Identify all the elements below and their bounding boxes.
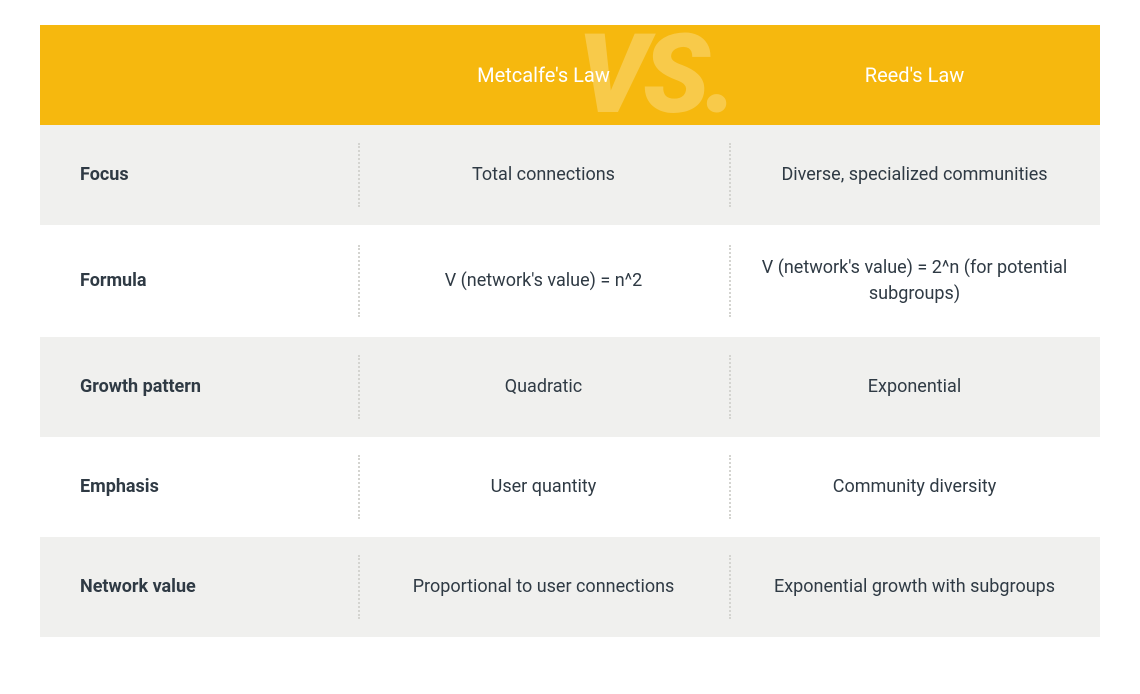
comparison-table: VS. Metcalfe's Law Reed's Law Focus Tota… [40, 25, 1100, 637]
table-row: Emphasis User quantity Community diversi… [40, 437, 1100, 537]
row-label: Network value [40, 537, 358, 637]
row-label: Emphasis [40, 437, 358, 537]
row-cell-a: Total connections [358, 125, 729, 225]
header-label-cell [40, 25, 358, 125]
table-row: Network value Proportional to user conne… [40, 537, 1100, 637]
table-header-row: VS. Metcalfe's Law Reed's Law [40, 25, 1100, 125]
row-label: Formula [40, 225, 358, 337]
row-cell-b: Diverse, specialized communities [729, 125, 1100, 225]
table-row: Growth pattern Quadratic Exponential [40, 337, 1100, 437]
row-cell-a: Quadratic [358, 337, 729, 437]
row-cell-b: Exponential [729, 337, 1100, 437]
header-col-b: Reed's Law [729, 25, 1100, 125]
row-label: Growth pattern [40, 337, 358, 437]
row-cell-a: User quantity [358, 437, 729, 537]
table-row: Formula V (network's value) = n^2 V (net… [40, 225, 1100, 337]
row-cell-b: V (network's value) = 2^n (for potential… [729, 225, 1100, 337]
table-row: Focus Total connections Diverse, special… [40, 125, 1100, 225]
row-cell-b: Community diversity [729, 437, 1100, 537]
row-cell-b: Exponential growth with subgroups [729, 537, 1100, 637]
row-label: Focus [40, 125, 358, 225]
row-cell-a: V (network's value) = n^2 [358, 225, 729, 337]
header-col-a: Metcalfe's Law [358, 25, 729, 125]
row-cell-a: Proportional to user connections [358, 537, 729, 637]
table-body: Focus Total connections Diverse, special… [40, 125, 1100, 637]
